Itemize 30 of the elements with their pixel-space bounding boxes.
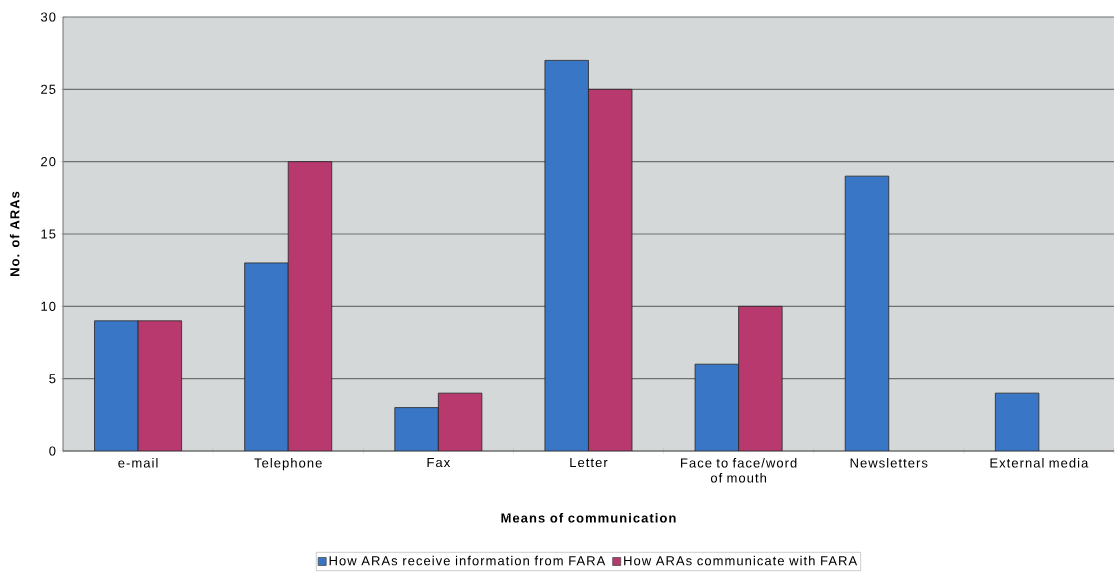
bar: [994, 392, 1040, 451]
bar: [588, 88, 633, 451]
bar: [694, 363, 740, 451]
legend-label: How ARAs communicate with FARA: [624, 555, 858, 566]
bar: [738, 305, 783, 451]
y-tick-label: 20: [41, 157, 56, 167]
x-tick-label: Face to face/word of mouth: [681, 458, 797, 483]
x-tick-label: Newsletters: [850, 458, 928, 468]
legend-label: How ARAs receive information from FARA: [329, 555, 606, 566]
bar: [94, 320, 139, 451]
y-tick-label: 30: [40, 12, 56, 22]
bar: [287, 161, 333, 451]
bar: [437, 392, 483, 451]
bar: [137, 320, 183, 451]
x-tick-label: Fax: [427, 458, 451, 468]
x-tick-label: e-mail: [118, 458, 158, 468]
x-tick-label: Telephone: [254, 458, 322, 471]
bar: [394, 407, 439, 451]
y-tick-label: 10: [41, 301, 56, 311]
y-axis-title: No. of ARAs: [9, 191, 20, 276]
x-axis-title: Means of communication: [501, 513, 676, 523]
y-tick-label: 0: [49, 446, 56, 456]
x-tick-label: External media: [990, 458, 1089, 468]
bar: [244, 262, 289, 451]
x-tick-label: Letter: [570, 458, 608, 468]
y-tick-label: 15: [41, 229, 56, 239]
bar: [844, 175, 890, 451]
y-tick-label: 25: [41, 84, 56, 94]
y-tick-label: 5: [49, 374, 56, 384]
bar: [544, 59, 589, 451]
